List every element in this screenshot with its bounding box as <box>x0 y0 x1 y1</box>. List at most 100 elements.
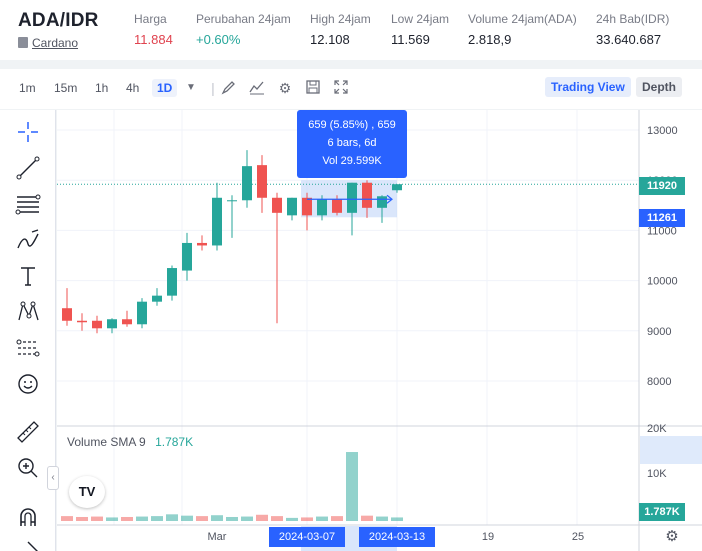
text-icon[interactable] <box>14 262 42 290</box>
stat-label: High 24jam <box>310 12 371 26</box>
volume-bar <box>361 515 373 521</box>
measure-line-3: Vol 29.599K <box>322 155 382 167</box>
stat-label: Low 24jam <box>391 12 450 26</box>
coin-icon <box>18 37 28 48</box>
timeframe-15m[interactable]: 15m <box>54 81 78 95</box>
timeframe-1d[interactable]: 1D <box>152 79 178 97</box>
candlestick-chart[interactable]: 130001200011000100009000800020K10KMar192… <box>57 110 702 551</box>
crosshair-icon[interactable] <box>14 118 42 146</box>
volume-tick-label: 10K <box>647 468 667 480</box>
volume-bar <box>391 517 403 521</box>
fullscreen-icon[interactable] <box>332 79 350 97</box>
volume-bar <box>196 516 208 521</box>
indicator-icon[interactable] <box>248 79 266 97</box>
stat-low: Low 24jam 11.569 <box>391 12 449 47</box>
candle-body <box>212 197 222 246</box>
chart-panel[interactable]: 130001200011000100009000800020K10KMar192… <box>47 110 702 551</box>
magnet-icon[interactable] <box>14 504 42 532</box>
volume-tick-label: 20K <box>647 423 667 435</box>
candle-body <box>347 182 357 213</box>
stat-high: High 24jam 12.108 <box>310 12 371 47</box>
stat-value: 11.569 <box>391 32 430 47</box>
stat-change: Perubahan 24jam +0.60% <box>196 12 291 47</box>
stat-value: 12.108 <box>310 32 350 47</box>
volume-bar <box>241 516 253 521</box>
volume-bar <box>271 516 283 521</box>
chart-settings-gear-icon[interactable]: ⚙ <box>665 528 679 545</box>
chevron-down-icon[interactable]: ▼ <box>186 82 196 93</box>
volume-bar <box>166 514 178 521</box>
volume-bar <box>136 516 148 521</box>
volume-legend-value: 1.787K <box>155 435 194 449</box>
trendline-icon[interactable] <box>14 154 42 182</box>
candle-body <box>317 199 327 216</box>
tab-trading-view[interactable]: Trading View <box>545 77 631 97</box>
measure-tooltip: 659 (5.85%) , 659 6 bars, 6d Vol 29.599K <box>297 110 407 178</box>
brush-icon[interactable] <box>220 79 238 97</box>
tradingview-logo[interactable]: TV <box>69 476 105 508</box>
stat-label: Volume 24jam(ADA) <box>468 12 577 26</box>
price-tick-label: 8000 <box>647 376 671 388</box>
volume-legend[interactable]: Volume SMA 9 1.787K <box>67 435 193 449</box>
volume-bar <box>76 516 88 521</box>
price-tick-label: 9000 <box>647 326 671 338</box>
volume-bar <box>121 516 133 521</box>
volume-bar <box>286 517 298 521</box>
stat-value: 2.818,9 <box>468 32 512 47</box>
prediction-icon[interactable] <box>14 334 42 362</box>
candle-body <box>227 200 237 202</box>
zoom-in-icon[interactable] <box>14 454 42 482</box>
price-tick-label: 11000 <box>647 225 677 237</box>
coin-link[interactable]: Cardano <box>32 36 79 50</box>
save-icon[interactable] <box>304 79 322 97</box>
time-tick-label: 19 <box>482 531 494 543</box>
emoji-icon[interactable] <box>14 370 42 398</box>
price-tick-label: 13000 <box>647 125 678 137</box>
candle-body <box>302 197 312 216</box>
stat-value: 11.884 <box>134 32 173 47</box>
stat-value: 33.640.687 <box>596 32 662 47</box>
stat-label: Perubahan 24jam <box>196 12 291 26</box>
timeframe-1h[interactable]: 1h <box>95 81 109 95</box>
stat-label: Harga <box>134 12 167 26</box>
stat-label: 24h Bab(IDR) <box>596 12 670 26</box>
pattern-icon[interactable] <box>14 298 42 326</box>
volume-bar <box>331 516 343 521</box>
candle-body <box>122 319 132 325</box>
volume-bar <box>346 452 358 521</box>
timeframe-4h[interactable]: 4h <box>126 81 140 95</box>
candle-body <box>167 268 177 296</box>
tab-depth[interactable]: Depth <box>636 77 682 97</box>
stat-turnover: 24h Bab(IDR) 33.640.687 <box>596 12 669 47</box>
candle-body <box>107 319 117 329</box>
price-tick-label: 10000 <box>647 276 678 288</box>
candle-body <box>62 308 72 321</box>
measure-arrow-head <box>386 194 393 204</box>
collapse-sidebar-button[interactable]: ‹ <box>47 466 59 490</box>
lock-icon[interactable] <box>14 538 42 551</box>
candle-body <box>377 196 387 208</box>
volume-bar <box>181 515 193 521</box>
volume-bar <box>226 516 238 521</box>
gear-icon[interactable]: ⚙ <box>278 80 292 96</box>
time-tick-label: 25 <box>572 531 584 543</box>
brush-draw-icon[interactable] <box>14 226 42 254</box>
measure-line-1: 659 (5.85%) , 659 <box>308 119 396 131</box>
date-tag-end: 2024-03-13 <box>359 527 435 547</box>
market-header: ADA/IDR Cardano Harga 11.884 Perubahan 2… <box>0 0 702 60</box>
ruler-icon[interactable] <box>14 418 42 446</box>
candle-body <box>197 242 207 246</box>
timeframe-1m[interactable]: 1m <box>19 81 36 95</box>
candle-body <box>242 166 252 201</box>
candle-body <box>257 165 267 198</box>
volume-bar <box>91 516 103 521</box>
measure-line-2: 6 bars, 6d <box>327 137 377 149</box>
volume-bar <box>151 516 163 521</box>
candle-body <box>137 301 147 325</box>
fib-icon[interactable] <box>14 190 42 218</box>
stat-volume: Volume 24jam(ADA) 2.818,9 <box>468 12 577 47</box>
volume-bar <box>256 514 268 521</box>
date-tag-start: 2024-03-07 <box>269 527 345 547</box>
candle-body <box>332 199 342 213</box>
